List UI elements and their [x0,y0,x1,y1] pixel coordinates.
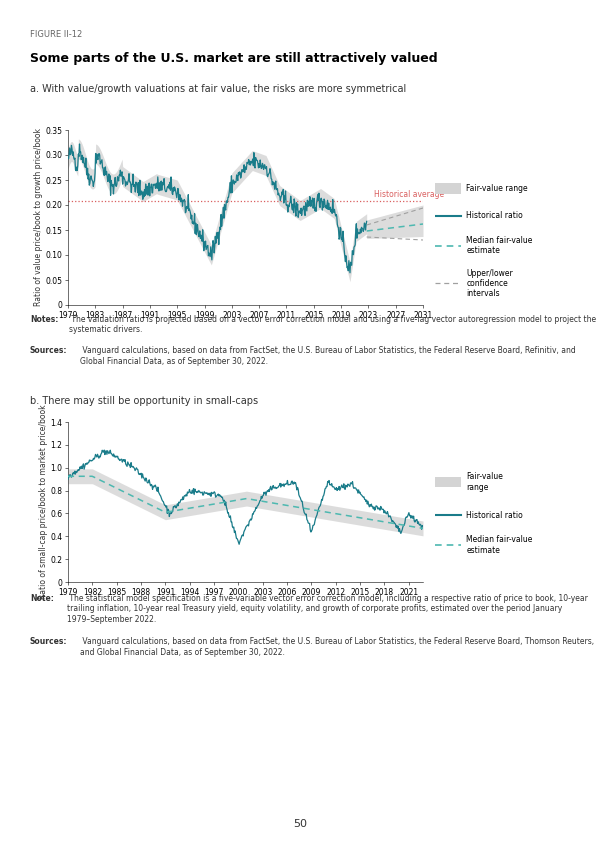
Text: Sources:: Sources: [30,346,67,355]
Text: a. With value/growth valuations at fair value, the risks are more symmetrical: a. With value/growth valuations at fair … [30,85,406,94]
Text: FIGURE II-12: FIGURE II-12 [30,30,82,39]
Text: Vanguard calculations, based on data from FactSet, the U.S. Bureau of Labor Stat: Vanguard calculations, based on data fro… [80,346,575,365]
Y-axis label: Ratio of value price/book to growth price/book: Ratio of value price/book to growth pric… [34,129,43,306]
Text: Notes:: Notes: [30,315,58,324]
Text: The statistical model specification is a five-variable vector error correction m: The statistical model specification is a… [67,594,587,624]
Y-axis label: Ratio of small-cap price/book to market price/book: Ratio of small-cap price/book to market … [38,404,47,600]
Text: Note:: Note: [30,594,54,603]
Text: Some parts of the U.S. market are still attractively valued: Some parts of the U.S. market are still … [30,53,437,65]
Text: Median fair-value
estimate: Median fair-value estimate [466,535,533,555]
Text: Historical average: Historical average [374,190,444,199]
Text: Median fair-value
estimate: Median fair-value estimate [466,236,533,255]
Text: b. There may still be opportunity in small-caps: b. There may still be opportunity in sma… [30,396,258,406]
Text: Historical ratio: Historical ratio [466,211,523,220]
Text: Sources:: Sources: [30,637,67,646]
Text: Upper/lower
confidence
intervals: Upper/lower confidence intervals [466,269,513,298]
Text: 50: 50 [293,819,307,829]
Text: The valuation ratio is projected based on a vector error correction model and us: The valuation ratio is projected based o… [69,315,596,334]
Bar [435,477,461,487]
Bar [435,183,461,194]
Text: Fair-value
range: Fair-value range [466,472,503,492]
Text: Fair-value range: Fair-value range [466,184,528,193]
Text: Vanguard calculations, based on data from FactSet, the U.S. Bureau of Labor Stat: Vanguard calculations, based on data fro… [80,637,594,656]
Text: Historical ratio: Historical ratio [466,510,523,520]
